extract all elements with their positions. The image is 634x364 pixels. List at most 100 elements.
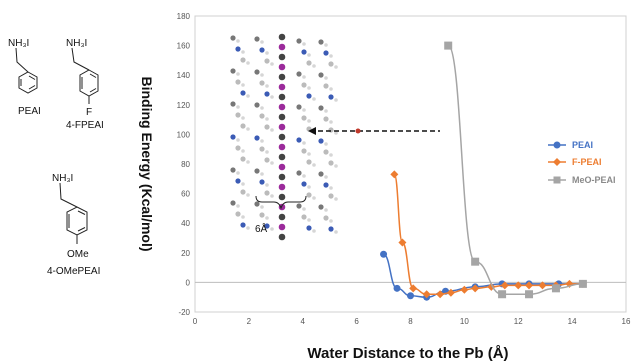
organic-atom [328,94,334,100]
organic-atom [230,68,236,74]
legend-label-pea: PEAI [572,140,593,150]
molecule-fpea: NH₃I F 4-FPEAI [66,38,104,131]
organic-atom [264,190,270,196]
molecule-pea: NH₃I PEAI [8,38,41,117]
organic-atom [259,80,265,86]
organic-atom [254,168,260,174]
organic-atom [254,201,260,207]
lattice-atom [278,33,286,41]
organic-atom [254,69,260,75]
y-axis-title: Binding Energy (Kcal/mol) [139,76,155,251]
y-tick-label: -20 [178,308,190,317]
fpea-substituent: F [86,107,92,118]
hydrogen-atom [329,54,333,58]
organic-atom [323,182,329,188]
organic-atom [323,149,329,155]
legend-item-fpea: F-PEAI [548,157,602,167]
hydrogen-atom [312,163,316,167]
organic-atom [254,135,260,141]
organic-atom [264,157,270,163]
data-point-2 [578,279,587,288]
hydrogen-atom [334,98,338,102]
organic-atom [264,124,270,130]
organic-atom [306,93,312,99]
data-point-1 [514,281,523,290]
hydrogen-atom [324,142,328,146]
hydrogen-atom [236,105,240,109]
inset-structure [230,33,338,241]
hydrogen-atom [307,119,311,123]
data-point-1 [525,281,534,290]
organic-atom [318,204,324,210]
x-tick-label: 12 [514,317,523,326]
y-tick-label: 0 [186,278,191,287]
data-point-1 [398,238,407,247]
hydrogen-atom [241,149,245,153]
lattice-atom [278,63,286,71]
organic-atom [301,181,307,187]
hydrogen-atom [324,76,328,80]
y-tick-label: 140 [177,71,191,80]
organic-atom [323,116,329,122]
hydrogen-atom [241,116,245,120]
organic-atom [318,72,324,78]
organic-atom [296,104,302,110]
x-tick-label: 0 [193,317,198,326]
x-tick-label: 2 [247,317,252,326]
organic-atom [240,189,246,195]
hydrogen-atom [307,218,311,222]
lattice-atom [278,183,286,191]
organic-atom [235,211,241,217]
lattice-atom [278,233,286,241]
hydrogen-atom [265,216,269,220]
hydrogen-atom [324,43,328,47]
meopea-amine-group: NH₃I [52,173,73,184]
lattice-atom [278,193,286,201]
lattice-atom [278,163,286,171]
legend: PEAI F-PEAI MeO-PEAI [548,140,616,185]
data-point-1 [436,290,445,299]
legend-item-pea: PEAI [548,140,593,150]
arrow-head-icon [308,127,316,135]
organic-atom [235,145,241,151]
hydrogen-atom [270,62,274,66]
diamond-marker-icon [553,158,561,166]
hydrogen-atom [265,183,269,187]
hydrogen-atom [246,193,250,197]
organic-atom [235,112,241,118]
organic-atom [254,102,260,108]
organic-atom [301,214,307,220]
legend-item-meopea: MeO-PEAI [548,175,616,185]
series-line-1 [393,173,583,295]
y-tick-label: 80 [181,160,190,169]
y-tick-label: 100 [177,130,191,139]
hydrogen-atom [334,197,338,201]
hydrogen-atom [246,226,250,230]
hydrogen-atom [241,182,245,186]
hydrogen-atom [312,196,316,200]
x-axis-title: Water Distance to the Pb (Å) [307,345,508,362]
hydrogen-atom [236,72,240,76]
organic-atom [318,171,324,177]
organic-atom [323,83,329,89]
data-point-2 [471,257,480,266]
hydrogen-atom [334,131,338,135]
data-point-1 [500,281,509,290]
hydrogen-atom [302,108,306,112]
organic-atom [259,146,265,152]
y-tick-label: 120 [177,101,191,110]
lattice-atom [278,73,286,81]
organic-atom [264,223,270,229]
water-oxygen-icon [355,128,361,134]
organic-atom [235,79,241,85]
y-ticks: -20 0 20 40 60 80 100 120 140 160 180 [177,12,191,317]
data-point-1 [446,288,455,297]
hydrogen-atom [329,219,333,223]
organic-atom [240,156,246,162]
plot-area [194,15,627,313]
organic-atom [230,35,236,41]
circle-marker-icon [553,141,561,149]
hydrogen-atom [260,205,264,209]
legend-label-fpea: F-PEAI [572,157,602,167]
pea-name: PEAI [18,106,41,117]
